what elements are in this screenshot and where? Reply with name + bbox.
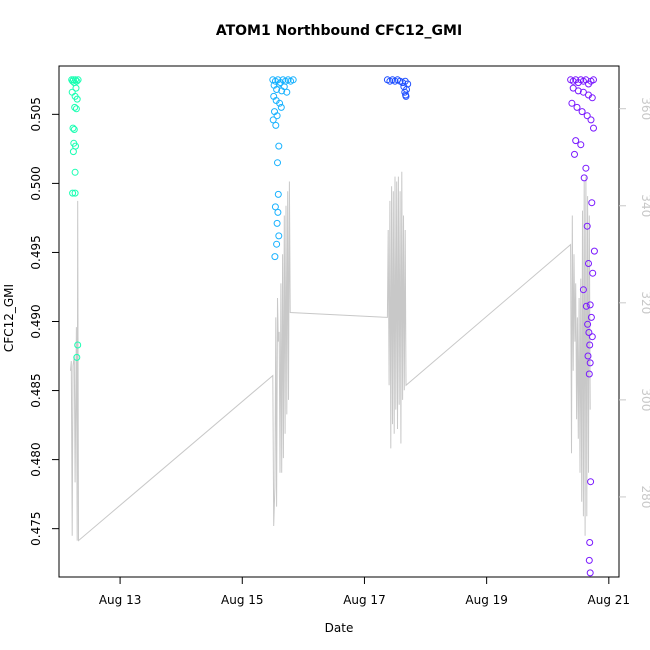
scatter-point bbox=[280, 83, 288, 91]
scatter-point bbox=[579, 286, 587, 294]
axes-layer: Aug 13 Aug 15 Aug 17 Aug 19 Aug 21 0.475 0.480… bbox=[29, 97, 650, 607]
x-tick-label: Aug 21 bbox=[588, 593, 631, 607]
scatter-point bbox=[585, 556, 593, 564]
scatter-point bbox=[69, 148, 77, 156]
scatter-point bbox=[72, 105, 80, 113]
scatter-point bbox=[585, 260, 592, 267]
x-axis-label: Date bbox=[325, 621, 354, 635]
scatter-point bbox=[571, 150, 578, 158]
scatter-points-layer bbox=[68, 76, 598, 577]
y2-tick-label: 360 bbox=[639, 97, 650, 120]
scatter-point bbox=[586, 341, 594, 349]
y2-tick-label: 300 bbox=[639, 388, 650, 411]
scatter-point bbox=[574, 87, 582, 95]
scatter-point bbox=[70, 126, 78, 133]
chart-title: ATOM1 Northbound CFC12_GMI bbox=[216, 23, 462, 39]
scatter-point bbox=[71, 168, 79, 176]
scatter-point bbox=[274, 190, 282, 198]
line-series-layer bbox=[70, 171, 591, 542]
scatter-point bbox=[572, 137, 580, 145]
scatter-point bbox=[587, 478, 595, 486]
x-tick-label: Aug 19 bbox=[465, 593, 508, 607]
scatter-point bbox=[582, 302, 590, 310]
scatter-point bbox=[271, 253, 279, 261]
scatter-point bbox=[289, 76, 297, 84]
y-tick-label: 0.475 bbox=[29, 511, 43, 545]
scatter-point bbox=[273, 112, 281, 120]
scatter-point bbox=[578, 108, 586, 116]
scatter-point bbox=[588, 333, 596, 341]
scatter-point bbox=[271, 203, 279, 211]
y-tick-label: 0.500 bbox=[29, 166, 43, 200]
scatter-point bbox=[69, 189, 77, 197]
y-tick-label: 0.485 bbox=[29, 373, 43, 407]
scatter-point bbox=[274, 159, 281, 167]
scatter-point bbox=[273, 86, 281, 93]
y-tick-label: 0.495 bbox=[29, 235, 43, 269]
scatter-point bbox=[73, 77, 81, 85]
scatter-point bbox=[585, 329, 593, 336]
plot-frame bbox=[58, 65, 620, 578]
y-tick-label: 0.490 bbox=[29, 304, 43, 338]
scatter-point bbox=[269, 116, 277, 124]
scatter-point bbox=[573, 103, 581, 111]
scatter-point bbox=[277, 103, 285, 111]
scatter-point bbox=[275, 232, 283, 240]
scatter-point bbox=[589, 269, 597, 277]
x-tick-label: Aug 17 bbox=[343, 593, 386, 607]
scatter-point bbox=[583, 222, 591, 230]
scatter-point bbox=[588, 199, 596, 207]
scatter-point bbox=[402, 92, 410, 100]
scatter-point bbox=[584, 352, 592, 360]
scatter-point bbox=[590, 76, 597, 84]
scatter-point bbox=[69, 124, 77, 132]
scatter-point bbox=[585, 370, 593, 378]
scatter-point bbox=[586, 569, 594, 577]
scatter-point bbox=[272, 121, 280, 129]
scatter-point bbox=[577, 141, 585, 149]
scatter-point bbox=[568, 99, 576, 107]
y2-tick-label: 340 bbox=[639, 194, 650, 217]
scatter-point bbox=[73, 95, 81, 103]
y2-tick-label: 320 bbox=[639, 291, 650, 314]
x-tick-label: Aug 15 bbox=[221, 593, 264, 607]
scatter-point bbox=[580, 174, 588, 182]
scatter-point bbox=[401, 88, 409, 96]
scatter-point bbox=[273, 219, 281, 227]
scatter-point bbox=[587, 313, 595, 321]
line-series bbox=[70, 171, 591, 542]
scatter-point bbox=[583, 112, 591, 120]
scatter-point bbox=[590, 247, 598, 255]
scatter-point bbox=[276, 99, 284, 107]
scatter-point bbox=[71, 103, 79, 111]
scatter-point bbox=[72, 84, 80, 92]
scatter-point bbox=[590, 124, 597, 132]
scatter-point bbox=[283, 88, 291, 96]
scatter-point bbox=[72, 76, 79, 84]
scatter-point bbox=[71, 189, 79, 197]
x-tick-label: Aug 13 bbox=[99, 593, 142, 607]
scatter-point bbox=[74, 76, 82, 84]
scatter-point bbox=[273, 240, 281, 248]
scatter-point bbox=[584, 320, 592, 328]
scatter-point bbox=[74, 341, 82, 349]
scatter-point bbox=[586, 359, 594, 367]
y2-tick-label: 280 bbox=[639, 485, 650, 508]
scatter-point bbox=[588, 94, 596, 102]
scatter-point bbox=[274, 208, 282, 216]
scatter-point bbox=[73, 353, 81, 361]
scatter-point bbox=[587, 116, 595, 124]
y-tick-label: 0.505 bbox=[29, 97, 43, 131]
y-tick-label: 0.480 bbox=[29, 442, 43, 476]
scatter-point bbox=[586, 539, 594, 546]
scatter-point bbox=[586, 301, 594, 309]
scatter-point bbox=[582, 164, 590, 172]
y-axis-label: CFC12_GMI bbox=[2, 284, 16, 352]
scatter-point bbox=[275, 142, 283, 150]
